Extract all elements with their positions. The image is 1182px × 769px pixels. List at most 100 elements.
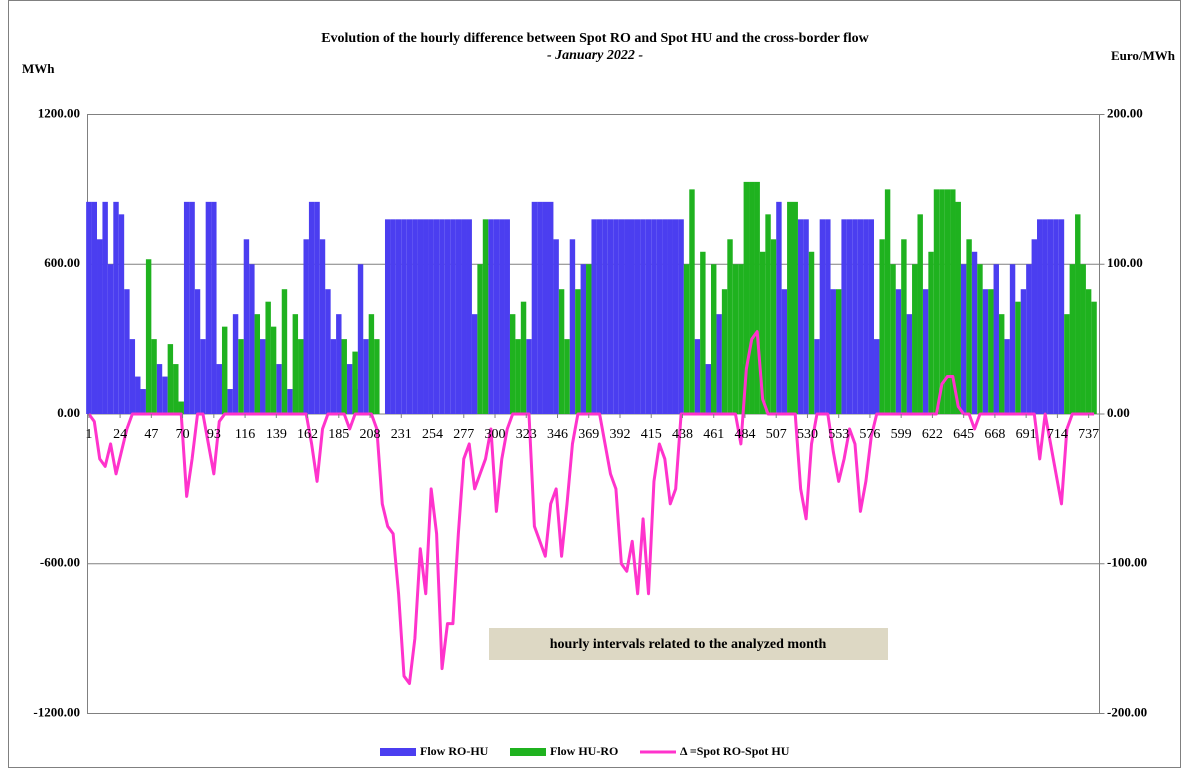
bar xyxy=(797,219,804,414)
x-tick-label: 277 xyxy=(453,427,474,442)
bar xyxy=(97,239,103,414)
chart-title: Evolution of the hourly difference betwe… xyxy=(321,31,869,46)
x-tick-label: 576 xyxy=(859,427,880,442)
bar xyxy=(537,201,543,414)
line xyxy=(87,330,1095,686)
bar xyxy=(346,364,353,414)
x-tick-label: 438 xyxy=(672,427,693,442)
bar xyxy=(493,219,500,414)
x-tick-label: 139 xyxy=(266,427,287,442)
bar xyxy=(162,376,168,414)
bar xyxy=(249,264,255,414)
x-tick-label: 70 xyxy=(176,427,190,442)
y2-tick-label: 0.00 xyxy=(1107,405,1130,420)
bar xyxy=(841,219,847,414)
bar xyxy=(586,264,592,414)
legend-swatch xyxy=(510,748,546,756)
bar xyxy=(135,376,141,414)
bar xyxy=(1058,219,1065,414)
bar xyxy=(124,289,130,414)
bar xyxy=(727,239,733,414)
legend-label: Flow HU-RO xyxy=(550,744,618,758)
bar xyxy=(357,264,364,414)
bar xyxy=(960,264,967,414)
bar xyxy=(428,219,434,414)
bar xyxy=(596,219,603,414)
y2-axis-label: Euro/MWh xyxy=(1111,48,1176,63)
bar xyxy=(917,214,923,414)
bar xyxy=(933,189,940,414)
bar xyxy=(276,364,282,414)
chart-subtitle: - January 2022 - xyxy=(547,48,643,63)
bar xyxy=(352,351,358,414)
x-tick-label: 599 xyxy=(891,427,912,442)
bar xyxy=(721,289,728,414)
bar xyxy=(292,314,299,414)
bar xyxy=(694,339,701,414)
bar xyxy=(232,314,239,414)
bar xyxy=(808,251,815,414)
bar xyxy=(645,219,652,414)
bar xyxy=(575,289,581,414)
bar xyxy=(901,239,907,414)
bar xyxy=(819,219,826,414)
bar xyxy=(91,201,98,414)
bar xyxy=(705,364,712,414)
bar xyxy=(683,264,690,414)
y-tick-label: -600.00 xyxy=(40,555,80,570)
bar xyxy=(754,181,760,414)
bar xyxy=(624,219,630,414)
bar xyxy=(145,259,152,414)
bar xyxy=(776,201,782,414)
x-tick-label: 737 xyxy=(1078,427,1099,442)
x-tick-label: 24 xyxy=(113,427,127,442)
bar xyxy=(971,251,978,414)
bar xyxy=(553,239,559,414)
bar xyxy=(466,219,472,414)
bar xyxy=(640,219,646,414)
bar xyxy=(1004,339,1010,414)
bar xyxy=(482,219,489,414)
bar xyxy=(444,219,451,414)
y-tick-label: 600.00 xyxy=(44,255,80,270)
bar xyxy=(515,339,521,414)
bar xyxy=(504,219,510,414)
bar xyxy=(319,239,326,414)
bar xyxy=(167,344,174,414)
bar xyxy=(1064,314,1070,414)
legend-label: Flow RO-HU xyxy=(420,744,489,758)
bar xyxy=(678,219,684,414)
bar xyxy=(863,219,869,414)
bar xyxy=(1053,219,1059,414)
x-tick-label: 231 xyxy=(391,427,412,442)
bar xyxy=(417,219,424,414)
bar xyxy=(341,339,347,414)
bar xyxy=(303,239,309,414)
x-tick-label: 1 xyxy=(85,427,92,442)
bar xyxy=(564,339,570,414)
bar xyxy=(879,239,885,414)
bar xyxy=(580,264,587,414)
x-tick-label: 185 xyxy=(328,427,349,442)
bar xyxy=(1026,264,1032,414)
bar xyxy=(716,314,722,414)
x-tick-label: 714 xyxy=(1047,427,1068,442)
bar xyxy=(374,339,380,414)
x-tick-label: 668 xyxy=(984,427,1005,442)
bar xyxy=(363,339,369,414)
bar xyxy=(977,264,983,414)
x-tick-label: 162 xyxy=(297,427,318,442)
bar xyxy=(732,264,739,414)
bar xyxy=(667,219,673,414)
bar xyxy=(314,201,320,414)
bar xyxy=(792,201,798,414)
legend-swatch xyxy=(380,748,416,756)
x-tick-label: 116 xyxy=(235,427,255,442)
x-tick-label: 47 xyxy=(144,427,158,442)
bar xyxy=(1069,264,1076,414)
bar xyxy=(205,201,212,414)
bar xyxy=(955,201,961,414)
bar xyxy=(634,219,641,414)
annotation-box xyxy=(489,628,888,660)
